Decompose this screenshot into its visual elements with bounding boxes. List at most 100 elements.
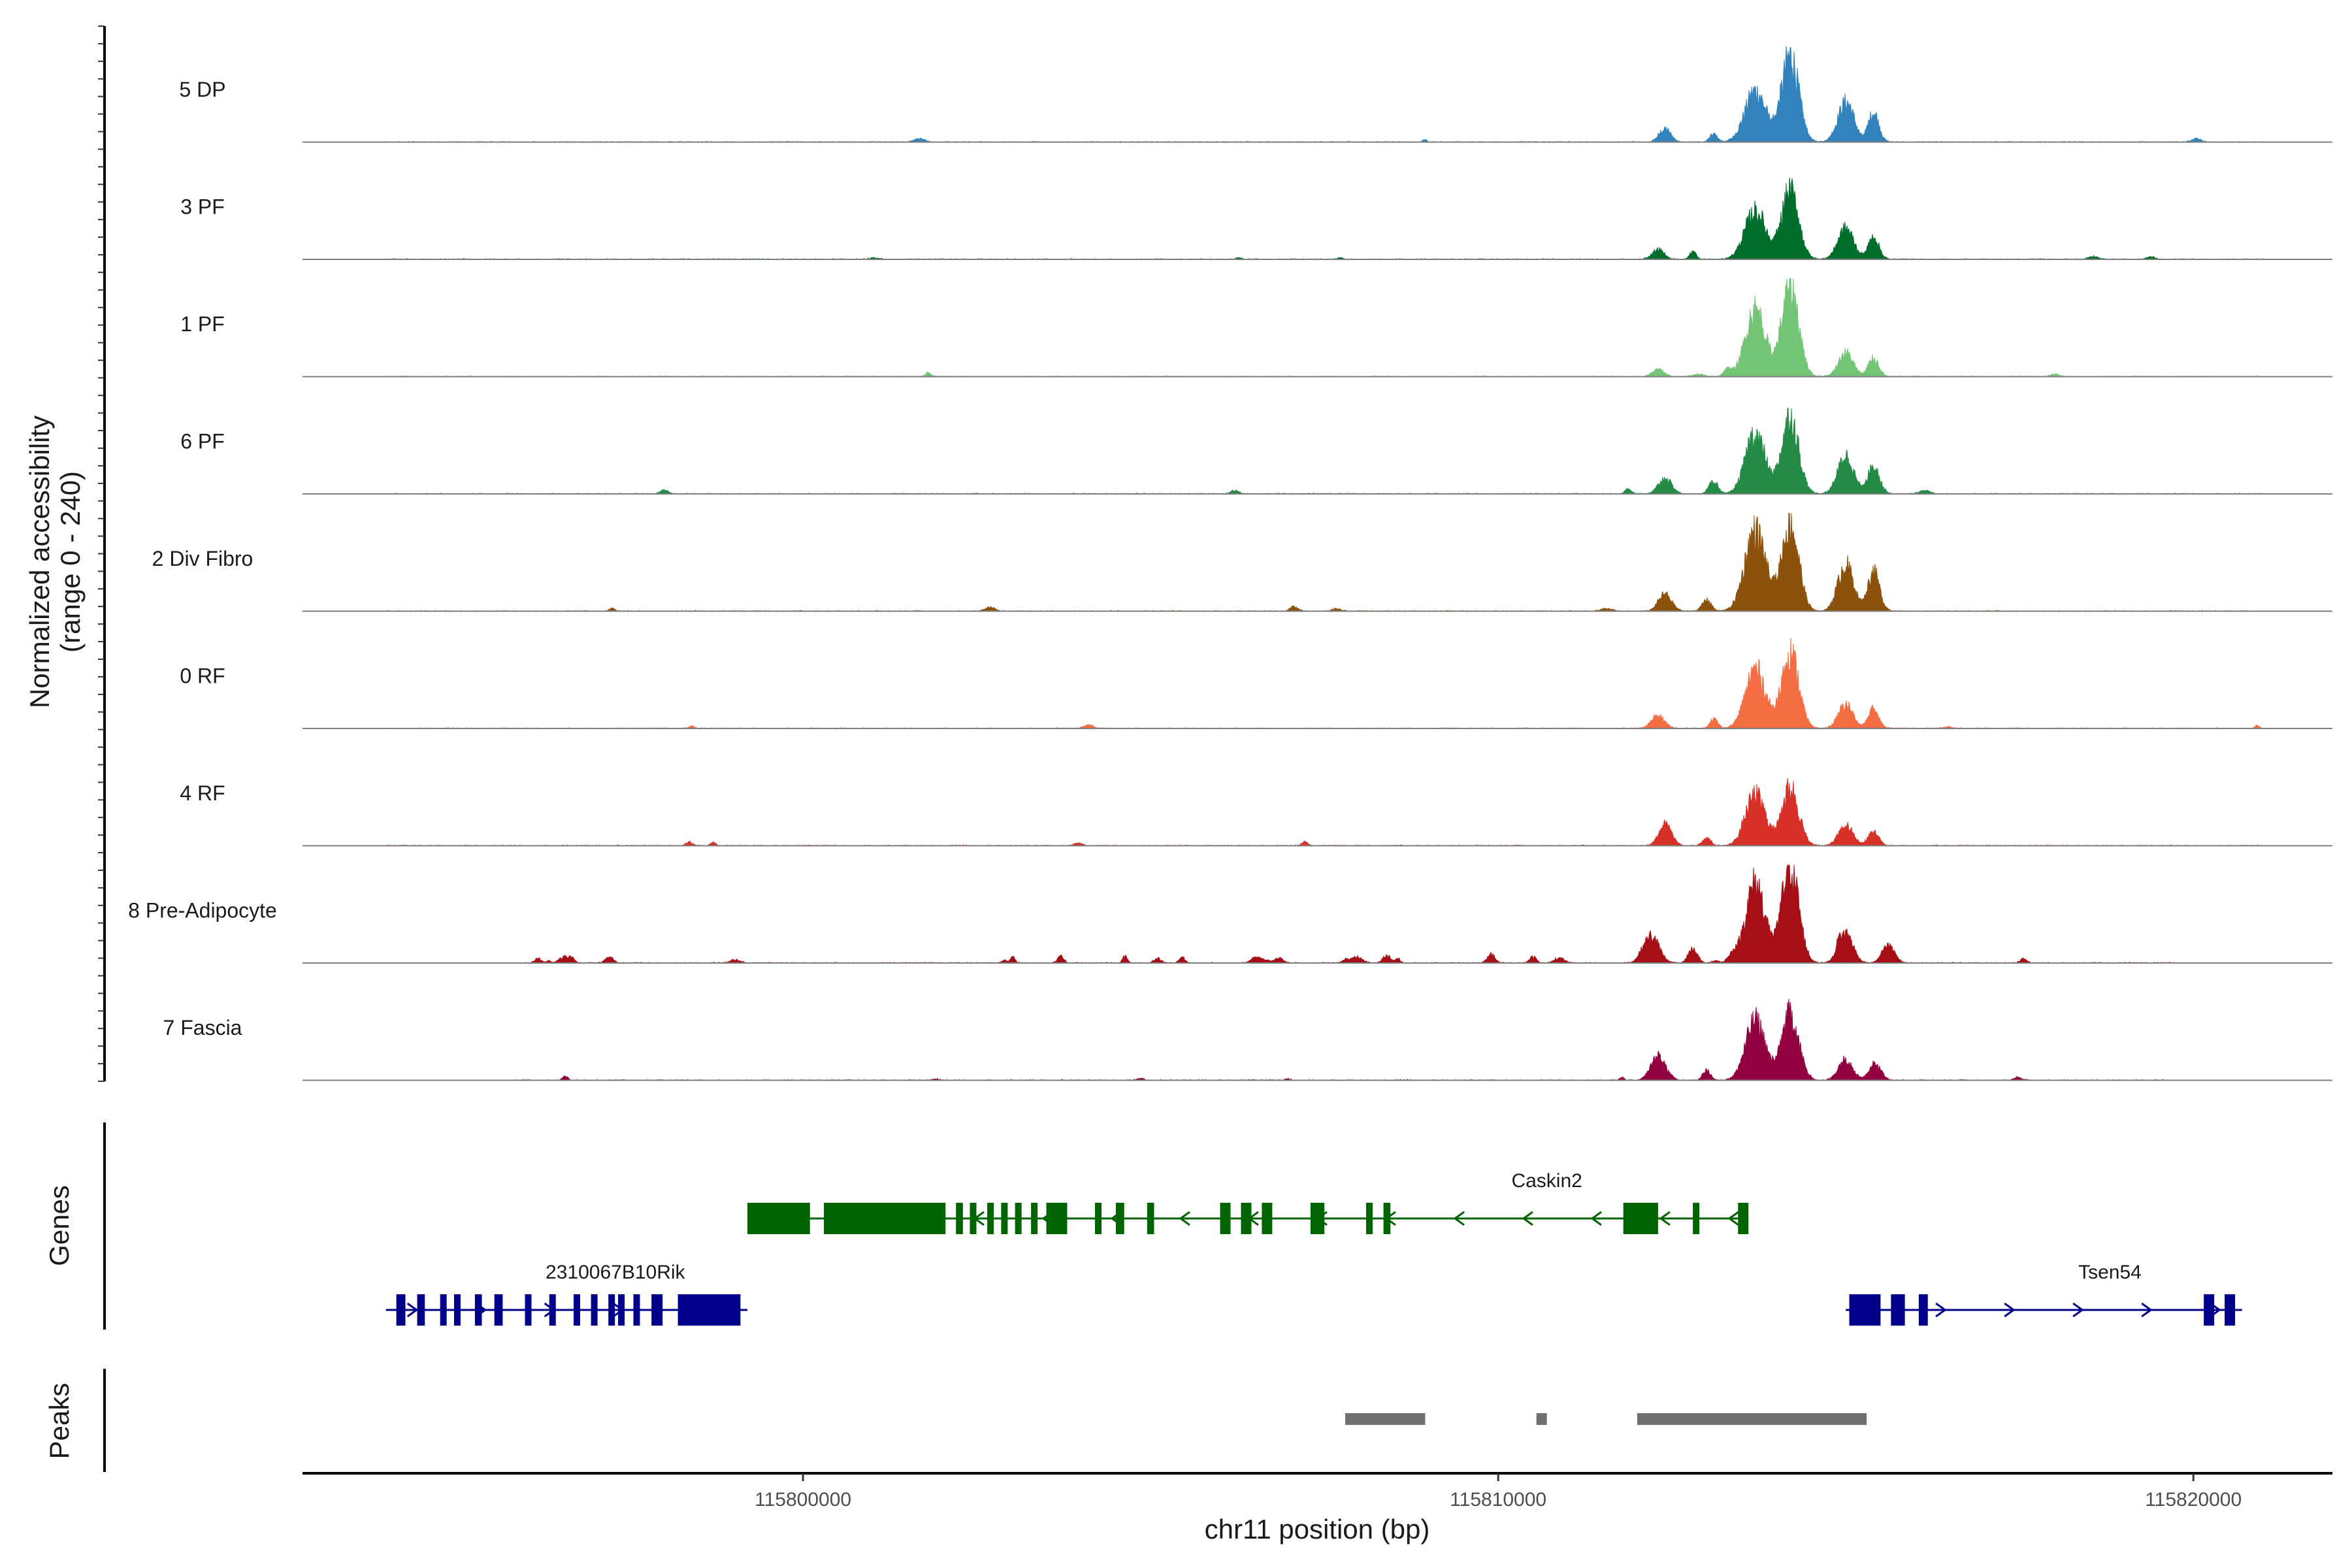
gene-exon <box>651 1294 663 1326</box>
coverage-tracks: 5 DP 3 PF 1 PF 6 PF 2 Div Fibro 0 RF 4 RF 8 Pre… <box>128 46 2332 1081</box>
track-label: 2 Div Fibro <box>152 547 253 570</box>
gene-exon <box>1031 1203 1038 1234</box>
strand-arrow <box>406 1302 419 1318</box>
gene-exon <box>747 1203 810 1234</box>
coverage-area <box>302 864 2332 964</box>
peak-region <box>1637 1413 1867 1425</box>
coverage-area <box>302 998 2332 1081</box>
gene-exon <box>1147 1203 1154 1234</box>
coverage-area <box>302 638 2332 729</box>
gene-label: 2310067B10Rik <box>546 1262 686 1283</box>
track-label: 7 Fascia <box>163 1016 242 1039</box>
gene-exon <box>1738 1203 1749 1234</box>
peak-region <box>1345 1413 1426 1425</box>
gene-exon <box>1015 1203 1022 1234</box>
strand-arrow <box>2004 1302 2016 1318</box>
coverage-area <box>302 407 2332 495</box>
gene-exon <box>1693 1203 1700 1234</box>
gene-exon <box>618 1294 625 1326</box>
gene-exon <box>1891 1294 1905 1326</box>
gene-annotations: Caskin2 2310067B10Rik Tsen54 <box>385 1170 2242 1326</box>
gene-exon <box>396 1294 406 1326</box>
track-label: 5 DP <box>179 78 225 101</box>
strand-arrow <box>1522 1211 1533 1226</box>
gene-exon <box>987 1203 994 1234</box>
gene-exon <box>1046 1203 1068 1234</box>
gene-exon <box>474 1294 482 1326</box>
gene-2310067b10rik: 2310067B10Rik <box>385 1262 747 1326</box>
track-label: 1 PF <box>180 312 225 336</box>
gene-exon <box>608 1294 615 1326</box>
gene-exon <box>1220 1203 1231 1234</box>
coverage-y-axis <box>98 25 106 1082</box>
gene-exon <box>1918 1294 1928 1326</box>
y-axis-title-line1: Normalized accessibility <box>24 416 55 708</box>
track-8-pre-adipocyte: 8 Pre-Adipocyte <box>128 864 2332 964</box>
strand-arrow <box>1727 1211 1739 1226</box>
coverage-area <box>302 513 2332 612</box>
gene-exon <box>494 1294 503 1326</box>
gene-exon <box>1365 1203 1373 1234</box>
strand-arrow <box>1935 1302 1947 1318</box>
gene-exon <box>1623 1203 1658 1234</box>
track-2-div-fibro: 2 Div Fibro <box>152 513 2332 612</box>
coverage-area <box>302 278 2332 378</box>
gene-label: Caskin2 <box>1511 1170 1582 1192</box>
gene-exon <box>1115 1203 1124 1234</box>
gene-exon <box>633 1294 640 1326</box>
peak-regions <box>1345 1413 1867 1425</box>
track-3-pf: 3 PF <box>180 177 2332 260</box>
peaks-panel-label: Peaks <box>44 1383 74 1460</box>
gene-exon <box>525 1294 532 1326</box>
track-label: 4 RF <box>180 781 225 805</box>
track-4-rf: 4 RF <box>180 777 2332 847</box>
track-label: 0 RF <box>180 664 225 688</box>
x-tick-label: 115810000 <box>1450 1489 1546 1511</box>
peak-region <box>1536 1413 1547 1425</box>
gene-exon <box>2225 1294 2236 1326</box>
gene-exon <box>956 1203 963 1234</box>
track-6-pf: 6 PF <box>180 407 2332 495</box>
gene-exon <box>573 1294 580 1326</box>
gene-exon <box>453 1294 461 1326</box>
gene-exon <box>970 1203 977 1234</box>
track-label: 3 PF <box>180 195 225 219</box>
coverage-area <box>302 777 2332 847</box>
strand-arrow <box>1453 1211 1465 1226</box>
strand-arrow <box>1179 1211 1190 1226</box>
gene-exon <box>549 1294 556 1326</box>
x-tick-label: 115820000 <box>2145 1489 2242 1511</box>
track-label: 6 PF <box>180 430 225 453</box>
gene-exon <box>591 1294 598 1326</box>
x-tick-label: 115800000 <box>755 1489 851 1511</box>
strand-arrow <box>1659 1211 1671 1226</box>
gene-exon <box>1095 1203 1102 1234</box>
coverage-area <box>302 177 2332 260</box>
strand-arrow <box>2141 1302 2153 1318</box>
genes-panel-label: Genes <box>44 1185 74 1266</box>
track-7-fascia: 7 Fascia <box>163 998 2332 1081</box>
gene-exon <box>678 1294 741 1326</box>
gene-caskin2: Caskin2 <box>747 1170 1749 1234</box>
gene-exon <box>1310 1203 1325 1234</box>
strand-arrow <box>2072 1302 2084 1318</box>
coverage-area <box>302 46 2332 143</box>
x-axis-ticks: 115800000 115810000 115820000 <box>755 1473 2242 1511</box>
gene-exon <box>2204 1294 2215 1326</box>
gene-exon <box>1001 1203 1008 1234</box>
track-0-rf: 0 RF <box>180 638 2332 729</box>
gene-exon <box>1849 1294 1881 1326</box>
gene-label: Tsen54 <box>2078 1262 2142 1283</box>
gene-exon <box>824 1203 946 1234</box>
gene-exon <box>1383 1203 1391 1234</box>
gene-exon <box>440 1294 447 1326</box>
x-axis-title: chr11 position (bp) <box>1205 1514 1430 1544</box>
track-1-pf: 1 PF <box>180 278 2332 378</box>
gene-tsen54: Tsen54 <box>1846 1262 2242 1326</box>
gene-exon <box>1262 1203 1273 1234</box>
strand-arrow <box>1590 1211 1602 1226</box>
track-label: 8 Pre-Adipocyte <box>128 899 277 923</box>
gene-exon <box>1241 1203 1252 1234</box>
track-5-dp: 5 DP <box>179 46 2332 143</box>
